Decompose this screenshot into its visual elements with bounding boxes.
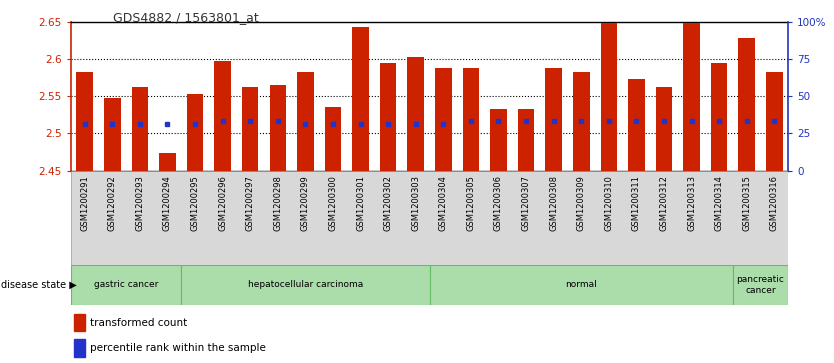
Text: percentile rank within the sample: percentile rank within the sample <box>89 343 265 353</box>
Text: GSM1200316: GSM1200316 <box>770 175 779 231</box>
Text: GSM1200314: GSM1200314 <box>715 175 724 231</box>
Bar <box>600 23 617 171</box>
Bar <box>408 57 424 171</box>
Text: GSM1200302: GSM1200302 <box>384 175 393 231</box>
Bar <box>132 87 148 171</box>
Bar <box>733 265 788 305</box>
Text: GSM1200303: GSM1200303 <box>411 175 420 231</box>
Bar <box>269 85 286 171</box>
Text: GSM1200300: GSM1200300 <box>329 175 338 231</box>
Bar <box>214 61 231 171</box>
Bar <box>379 63 396 171</box>
Bar <box>181 265 430 305</box>
Text: normal: normal <box>565 281 597 289</box>
Text: GSM1200292: GSM1200292 <box>108 175 117 231</box>
Text: GSM1200306: GSM1200306 <box>494 175 503 231</box>
Text: GSM1200312: GSM1200312 <box>660 175 669 231</box>
Bar <box>74 314 85 331</box>
Bar <box>71 265 181 305</box>
Bar <box>159 154 176 171</box>
Text: GSM1200313: GSM1200313 <box>687 175 696 231</box>
Bar <box>435 68 451 171</box>
Text: GSM1200307: GSM1200307 <box>521 175 530 231</box>
Bar <box>518 109 535 171</box>
Text: GSM1200297: GSM1200297 <box>246 175 254 231</box>
Bar <box>74 339 85 357</box>
Text: GSM1200304: GSM1200304 <box>439 175 448 231</box>
Text: GSM1200296: GSM1200296 <box>219 175 227 231</box>
Bar <box>738 38 755 171</box>
Text: GSM1200298: GSM1200298 <box>274 175 282 231</box>
Bar <box>71 171 788 265</box>
Text: GSM1200305: GSM1200305 <box>466 175 475 231</box>
Text: GDS4882 / 1563801_at: GDS4882 / 1563801_at <box>113 11 259 24</box>
Text: GSM1200291: GSM1200291 <box>80 175 89 231</box>
Bar <box>324 107 341 171</box>
Bar <box>683 23 700 171</box>
Bar <box>766 72 782 171</box>
Text: transformed count: transformed count <box>89 318 187 328</box>
Bar <box>490 109 507 171</box>
Text: hepatocellular carcinoma: hepatocellular carcinoma <box>248 281 363 289</box>
Text: GSM1200308: GSM1200308 <box>549 175 558 231</box>
Bar <box>104 98 121 171</box>
Bar <box>187 94 203 171</box>
Text: GSM1200299: GSM1200299 <box>301 175 310 231</box>
Text: GSM1200309: GSM1200309 <box>577 175 585 231</box>
Bar <box>628 79 645 171</box>
Text: GSM1200294: GSM1200294 <box>163 175 172 231</box>
Bar <box>656 87 672 171</box>
Text: GSM1200311: GSM1200311 <box>632 175 641 231</box>
Bar <box>242 86 259 171</box>
Bar <box>297 72 314 171</box>
Bar <box>711 63 727 171</box>
Bar <box>77 72 93 171</box>
Bar <box>573 72 590 171</box>
Bar <box>430 265 733 305</box>
Bar <box>463 68 480 171</box>
Text: GSM1200301: GSM1200301 <box>356 175 365 231</box>
Bar <box>545 68 562 171</box>
Text: pancreatic
cancer: pancreatic cancer <box>736 275 785 295</box>
Text: GSM1200310: GSM1200310 <box>605 175 613 231</box>
Text: gastric cancer: gastric cancer <box>94 281 158 289</box>
Bar <box>352 27 369 171</box>
Text: GSM1200293: GSM1200293 <box>135 175 144 231</box>
Text: disease state ▶: disease state ▶ <box>1 280 77 290</box>
Text: GSM1200315: GSM1200315 <box>742 175 751 231</box>
Text: GSM1200295: GSM1200295 <box>190 175 199 231</box>
